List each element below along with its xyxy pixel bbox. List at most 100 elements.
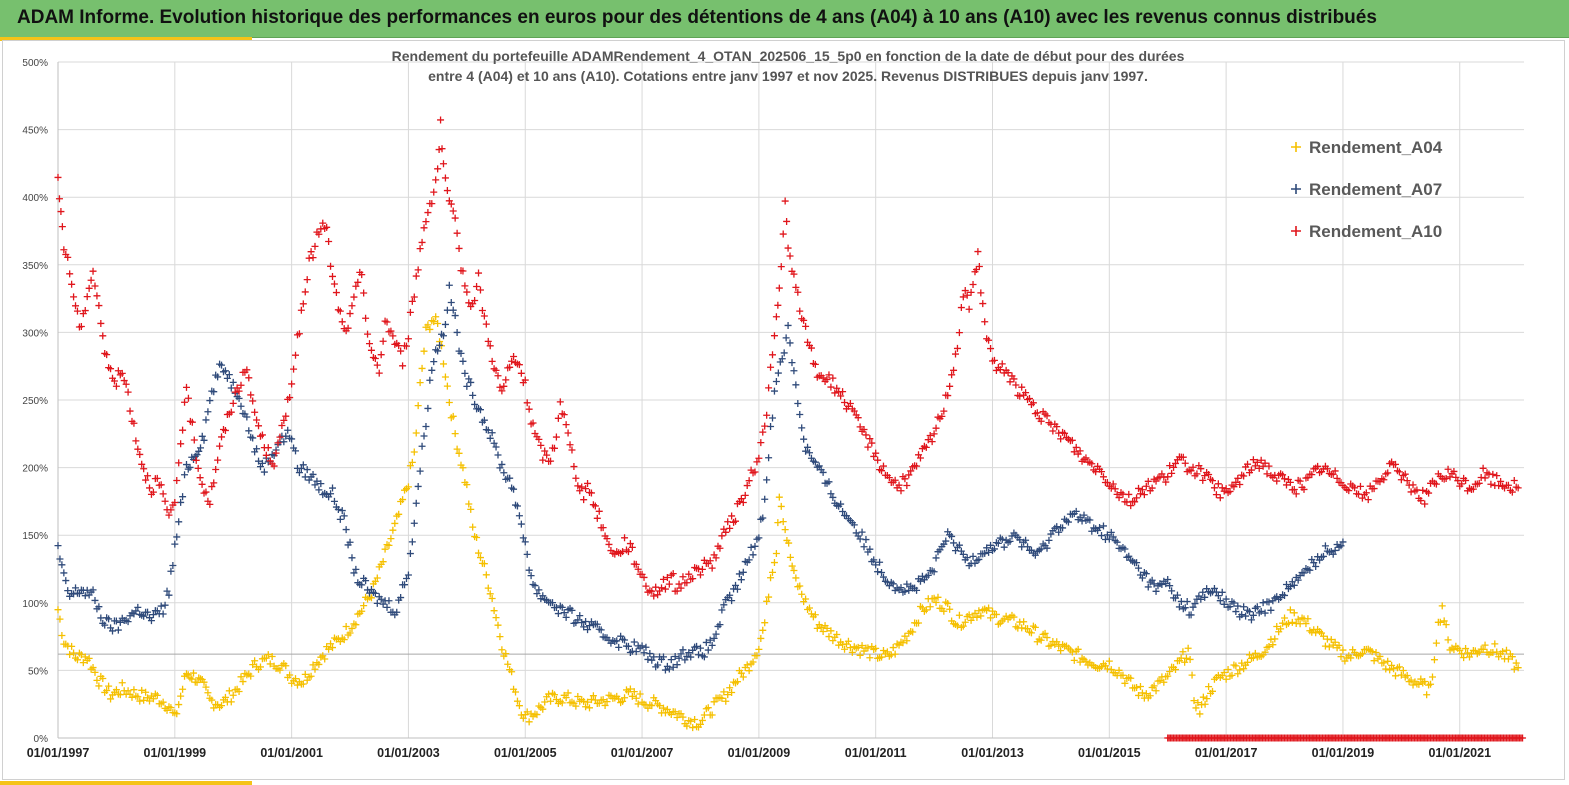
data-point — [410, 519, 418, 527]
data-point — [424, 321, 432, 329]
data-point — [288, 380, 296, 388]
data-point — [338, 318, 346, 326]
data-point — [905, 586, 913, 594]
data-point — [1286, 478, 1294, 486]
data-point — [1076, 658, 1084, 666]
data-point — [1099, 522, 1107, 530]
data-point — [866, 654, 874, 662]
data-point — [621, 694, 629, 702]
data-point — [1384, 657, 1392, 665]
data-point — [626, 685, 634, 693]
data-point — [1327, 636, 1335, 644]
data-point — [854, 643, 862, 651]
data-point — [1261, 609, 1269, 617]
data-point — [829, 493, 837, 501]
data-point — [103, 351, 111, 359]
data-point — [465, 500, 473, 508]
data-point — [498, 387, 506, 395]
data-point — [1440, 617, 1448, 625]
data-point — [1156, 677, 1164, 685]
data-point — [519, 714, 527, 722]
data-point — [352, 282, 360, 290]
data-point — [251, 657, 259, 665]
data-point — [496, 383, 504, 391]
data-point — [1103, 531, 1111, 539]
data-point — [786, 553, 794, 561]
data-point — [280, 416, 288, 424]
data-point — [732, 517, 740, 525]
data-point — [264, 651, 272, 659]
data-point — [437, 116, 445, 124]
data-point — [1321, 642, 1329, 650]
data-point — [57, 208, 65, 216]
data-point — [827, 383, 835, 391]
data-point — [661, 666, 669, 674]
data-point — [1160, 678, 1168, 686]
data-point — [163, 706, 171, 714]
data-point — [366, 589, 374, 597]
data-point — [813, 624, 821, 632]
data-point — [1306, 566, 1314, 574]
data-point — [1053, 638, 1061, 646]
data-point — [404, 483, 412, 491]
data-point — [406, 308, 414, 316]
data-point — [819, 374, 827, 382]
data-point — [157, 602, 165, 610]
data-point — [1290, 486, 1298, 494]
data-point — [159, 698, 167, 706]
data-point — [757, 634, 765, 642]
data-point — [658, 584, 666, 592]
data-point — [1390, 665, 1398, 673]
data-point — [124, 618, 132, 626]
data-point — [1138, 689, 1146, 697]
data-point — [903, 637, 911, 645]
data-point — [696, 720, 704, 728]
data-point — [585, 622, 593, 630]
data-point — [1142, 690, 1150, 698]
data-point — [599, 696, 607, 704]
data-point — [1181, 459, 1189, 467]
data-point — [72, 584, 80, 592]
data-point — [864, 644, 872, 652]
data-point — [879, 573, 887, 581]
data-point — [342, 622, 350, 630]
data-point — [1407, 676, 1415, 684]
data-point — [202, 683, 210, 691]
data-point — [870, 556, 878, 564]
data-point — [1288, 578, 1296, 586]
data-point — [149, 611, 157, 619]
data-point — [1228, 671, 1236, 679]
data-point — [315, 486, 323, 494]
data-point — [761, 495, 769, 503]
data-point — [249, 661, 257, 669]
data-point — [439, 160, 447, 168]
data-point — [89, 664, 97, 672]
data-point — [903, 481, 911, 489]
data-point — [227, 698, 235, 706]
data-point — [798, 590, 806, 598]
data-point — [399, 496, 407, 504]
data-point — [856, 423, 864, 431]
data-point — [330, 280, 338, 288]
data-point — [420, 224, 428, 232]
data-point — [901, 632, 909, 640]
data-point — [1257, 456, 1265, 464]
data-point — [138, 460, 146, 468]
data-point — [737, 495, 745, 503]
data-point — [753, 458, 761, 466]
data-point — [303, 276, 311, 284]
data-point — [774, 301, 782, 309]
data-point — [996, 366, 1004, 374]
data-point — [885, 474, 893, 482]
data-point — [1438, 602, 1446, 610]
legend-label: Rendement_A10 — [1309, 222, 1442, 241]
data-point — [284, 426, 292, 434]
data-point — [453, 445, 461, 453]
data-point — [953, 344, 961, 352]
data-point — [545, 690, 553, 698]
data-point — [541, 447, 549, 455]
data-point — [249, 397, 257, 405]
data-point — [1181, 604, 1189, 612]
legend-label: Rendement_A07 — [1309, 180, 1442, 199]
data-point — [1218, 588, 1226, 596]
